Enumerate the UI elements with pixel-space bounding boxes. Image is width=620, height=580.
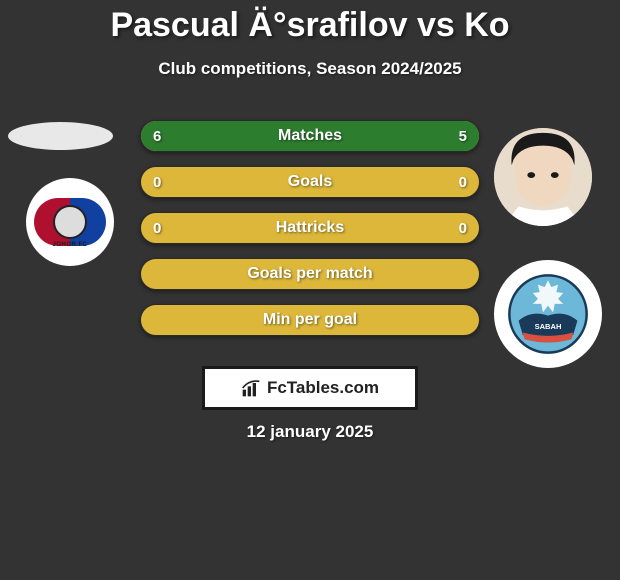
stat-value-right: 0 <box>459 220 467 237</box>
chart-icon <box>241 378 261 398</box>
right-club-label: SABAH <box>535 322 562 331</box>
stat-value-right: 5 <box>459 128 467 145</box>
stat-label: Min per goal <box>263 311 357 329</box>
stat-row: Goals per match <box>140 258 480 290</box>
stat-label: Goals per match <box>247 265 372 283</box>
comparison-title: Pascual Ä°srafilov vs Ko <box>0 0 620 45</box>
right-club-badge: SABAH <box>494 260 602 368</box>
stat-label: Matches <box>278 127 342 145</box>
comparison-date: 12 january 2025 <box>0 422 620 442</box>
stat-row: 6 Matches 5 <box>140 120 480 152</box>
stat-row: 0 Goals 0 <box>140 166 480 198</box>
sabah-logo-icon: SABAH <box>506 272 590 356</box>
stats-container: 6 Matches 5 0 Goals 0 0 Hattricks 0 Goals per mat… <box>140 120 480 350</box>
stat-value-right: 0 <box>459 174 467 191</box>
stat-row: Min per goal <box>140 304 480 336</box>
right-player-avatar <box>494 128 592 226</box>
stat-value-left: 6 <box>153 128 161 145</box>
stat-label: Goals <box>288 173 332 191</box>
stat-fill-right <box>325 121 479 151</box>
stat-value-left: 0 <box>153 220 161 237</box>
left-club-badge: JOHOR FC <box>26 178 114 266</box>
left-club-label: JOHOR FC <box>52 242 87 248</box>
stat-label: Hattricks <box>276 219 344 237</box>
left-player-avatar <box>8 122 113 150</box>
player-portrait-icon <box>494 128 592 226</box>
source-badge: FcTables.com <box>202 366 418 410</box>
johor-fc-logo-icon: JOHOR FC <box>34 198 106 246</box>
stat-value-left: 0 <box>153 174 161 191</box>
source-label: FcTables.com <box>267 378 379 398</box>
comparison-subtitle: Club competitions, Season 2024/2025 <box>0 59 620 79</box>
stat-row: 0 Hattricks 0 <box>140 212 480 244</box>
